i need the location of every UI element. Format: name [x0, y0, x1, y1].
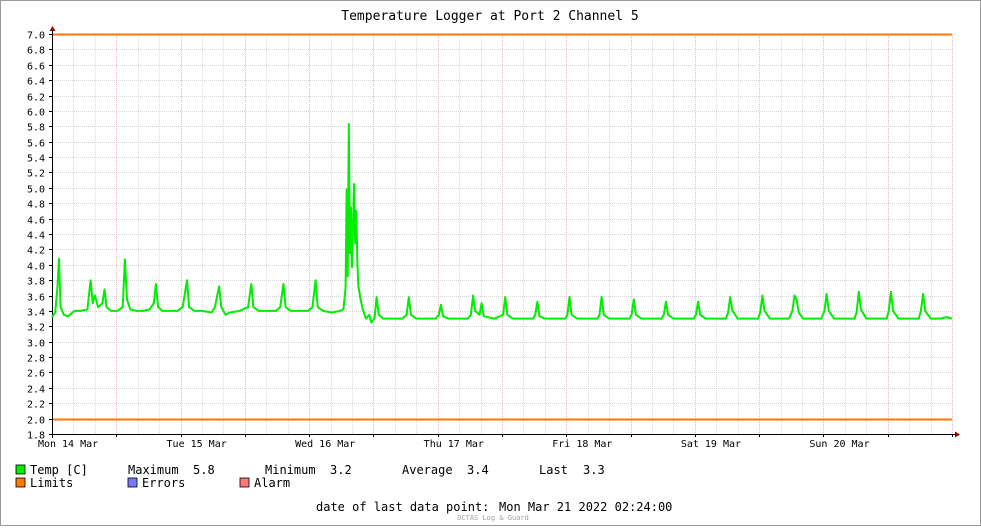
- y-tick-label: 4.4: [27, 231, 45, 242]
- y-tick-label: 3.2: [27, 323, 45, 334]
- y-tick-label: 5.4: [27, 154, 45, 165]
- y-tick-label: 5.8: [27, 123, 45, 134]
- alarm-legend-label: Alarm: [254, 476, 290, 490]
- y-tick-label: 4.2: [27, 246, 45, 257]
- y-tick-label: 3.0: [27, 339, 45, 350]
- y-tick-label: 5.0: [27, 185, 45, 196]
- y-tick-label: 6.0: [27, 108, 45, 119]
- x-tick-label: Tue 15 Mar: [167, 439, 227, 450]
- x-tick-label: Sat 19 Mar: [681, 439, 741, 450]
- y-tick-label: 5.6: [27, 139, 45, 150]
- y-axis-arrow: [49, 26, 56, 31]
- y-tick-label: 2.2: [27, 400, 45, 411]
- y-tick-label: 6.8: [27, 46, 45, 57]
- x-tick-label: Fri 18 Mar: [552, 439, 612, 450]
- temp-series-line: [51, 123, 953, 324]
- temp-swatch: [15, 464, 26, 475]
- average-value: 3.4: [467, 463, 489, 477]
- x-tick-label: Thu 17 Mar: [424, 439, 484, 450]
- x-axis-arrow: [955, 431, 960, 438]
- y-tick-label: 1.8: [27, 431, 45, 442]
- axes: 7.0 6.8 6.6 6.4 6.2 6.0 5.8 5.6 5.4 5.2 5.0 4.8 4.6 4…: [27, 26, 960, 450]
- x-tick-label: Wed 16 Mar: [295, 439, 355, 450]
- legend: Temp [C] Maximum 5.8 Minimum 3.2 Average…: [15, 463, 605, 490]
- average-label: Average: [402, 463, 453, 477]
- temp-legend-label: Temp [C]: [30, 463, 88, 477]
- y-tick-label: 4.6: [27, 216, 45, 227]
- y-tick-label: 2.6: [27, 369, 45, 380]
- errors-swatch: [127, 477, 138, 488]
- last-label: Last: [539, 463, 568, 477]
- last-data-point-label: date of last data point:: [316, 500, 489, 514]
- y-tick-label: 2.8: [27, 354, 45, 365]
- last-data-point-value: Mon Mar 21 2022 02:24:00: [499, 500, 672, 514]
- y-tick-label: 4.8: [27, 200, 45, 211]
- y-tick-label: 4.0: [27, 262, 45, 273]
- y-tick-label: 6.4: [27, 77, 45, 88]
- y-tick-label: 7.0: [27, 31, 45, 42]
- y-tick-label: 3.6: [27, 293, 45, 304]
- x-tick-label: Mon 14 Mar: [38, 439, 98, 450]
- limits-swatch: [15, 477, 26, 488]
- minimum-label: Minimum: [265, 463, 316, 477]
- y-tick-label: 6.2: [27, 93, 45, 104]
- maximum-label: Maximum: [128, 463, 179, 477]
- y-tick-label: 3.4: [27, 308, 45, 319]
- y-tick-label: 2.4: [27, 385, 45, 396]
- chart-title: Temperature Logger at Port 2 Channel 5: [341, 9, 638, 24]
- errors-legend-label: Errors: [142, 476, 185, 490]
- last-value: 3.3: [583, 463, 605, 477]
- y-tick-label: 2.0: [27, 416, 45, 427]
- grid-layer: [52, 34, 953, 435]
- minimum-value: 3.2: [330, 463, 352, 477]
- x-tick-label: Sun 20 Mar: [809, 439, 869, 450]
- y-tick-label: 3.8: [27, 277, 45, 288]
- limits-legend-label: Limits: [30, 476, 73, 490]
- y-tick-label: 6.6: [27, 62, 45, 73]
- y-tick-label: 5.2: [27, 169, 45, 180]
- limit-lines: [52, 33, 952, 421]
- credit-watermark: OCTAS Log & Guard: [457, 514, 529, 522]
- series-layer: [51, 123, 953, 324]
- alarm-swatch: [239, 477, 250, 488]
- maximum-value: 5.8: [193, 463, 215, 477]
